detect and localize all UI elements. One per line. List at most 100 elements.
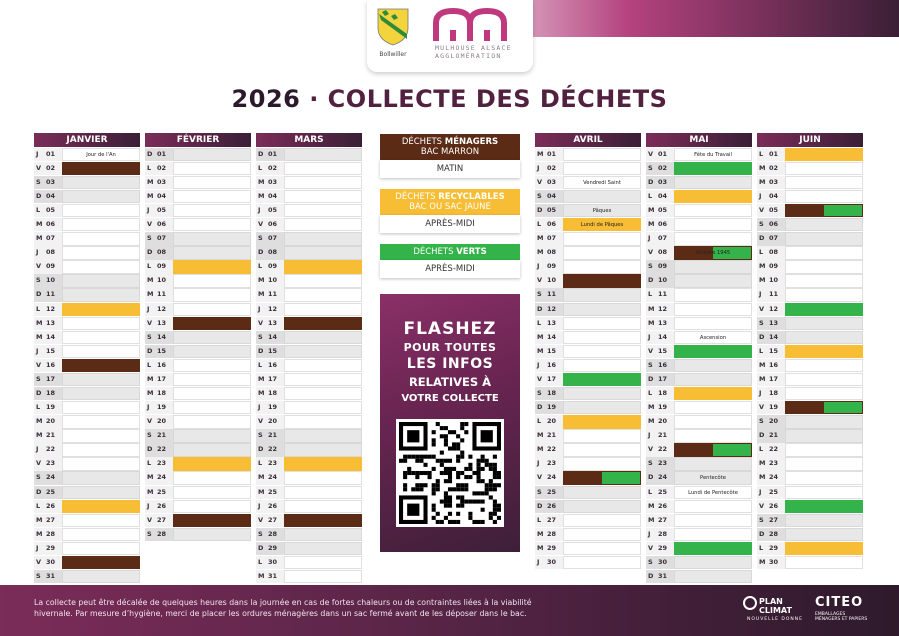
day-cell [785, 386, 863, 401]
day-number: 13 [547, 316, 563, 331]
day-row: L 06 Lundi de Pâques [535, 218, 641, 232]
day-cell [674, 274, 752, 288]
day-row: V 06 [256, 218, 362, 232]
day-letter: S [535, 288, 547, 302]
day-letter: L [256, 358, 268, 373]
day-number: 22 [547, 443, 563, 457]
day-row: J 16 [535, 358, 641, 373]
day-row: M 07 [535, 232, 641, 246]
day-cell [284, 203, 362, 218]
day-number: 19 [157, 401, 173, 415]
day-row: V 27 [256, 513, 362, 528]
qr-code[interactable] [396, 419, 504, 527]
day-number: 27 [46, 513, 62, 528]
legend-verts-prefix: DÉCHETS [413, 247, 457, 257]
page-title: 2026 · COLLECTE DES DÉCHETS [0, 85, 899, 113]
day-letter: M [145, 288, 157, 302]
day-letter: L [145, 260, 157, 274]
day-cell [284, 246, 362, 260]
day-row: M 23 [757, 457, 863, 471]
day-number: 07 [46, 232, 62, 246]
day-cell [563, 161, 641, 176]
day-number: 21 [46, 429, 62, 443]
day-letter: L [256, 555, 268, 570]
day-cell [284, 541, 362, 556]
day-letter: M [34, 330, 46, 345]
day-letter: S [145, 330, 157, 345]
day-number: 15 [157, 344, 173, 359]
day-number: 13 [268, 316, 284, 331]
day-letter: S [535, 485, 547, 499]
day-letter: J [757, 485, 769, 499]
day-row: V 12 [757, 302, 863, 316]
day-row: L 16 [256, 358, 362, 373]
day-number: 16 [157, 358, 173, 373]
day-letter: V [757, 302, 769, 316]
day-cell [173, 401, 251, 415]
day-number: 02 [157, 161, 173, 176]
day-cell [62, 232, 140, 246]
day-row: S 16 [646, 358, 752, 373]
day-letter: J [757, 386, 769, 401]
day-number: 21 [547, 429, 563, 443]
plan-line1: PLAN [759, 597, 783, 606]
day-letter: S [256, 232, 268, 246]
day-letter: M [757, 555, 769, 570]
day-number: 23 [658, 457, 674, 471]
day-letter: V [535, 274, 547, 288]
day-letter: D [646, 274, 658, 288]
holiday-label: Vendredi Saint [583, 179, 621, 186]
day-row: M 28 [535, 527, 641, 542]
day-cell [284, 569, 362, 584]
day-number: 10 [769, 274, 785, 288]
day-row: J 26 [256, 499, 362, 514]
legend-recyclables-prefix: DÉCHETS [395, 192, 439, 202]
day-cell [173, 161, 251, 176]
day-row: S 31 [34, 569, 140, 584]
day-letter: M [535, 232, 547, 246]
day-row: S 06 [757, 218, 863, 232]
day-letter: M [757, 175, 769, 190]
day-cell [62, 457, 140, 471]
day-letter: V [145, 415, 157, 429]
day-letter: L [34, 203, 46, 218]
day-number: 20 [157, 415, 173, 429]
day-row: S 20 [757, 415, 863, 429]
legend-verts: DÉCHETS VERTS APRÈS-MIDI [380, 244, 520, 278]
day-number: 12 [268, 302, 284, 316]
day-letter: J [145, 401, 157, 415]
day-row: D 04 [34, 189, 140, 204]
day-number: 22 [157, 443, 173, 457]
day-letter: J [646, 330, 658, 345]
day-row: M 14 [535, 330, 641, 345]
day-number: 31 [46, 569, 62, 584]
day-cell [674, 316, 752, 331]
day-row: D 05 Pâques [535, 203, 641, 218]
day-cell [173, 246, 251, 260]
day-number: 10 [547, 274, 563, 288]
day-number: 17 [769, 372, 785, 387]
day-cell [674, 457, 752, 471]
day-number: 18 [268, 386, 284, 401]
plan-line2: CLIMAT [759, 606, 792, 615]
day-row: M 19 [646, 401, 752, 415]
legend-recyclables-time: APRÈS-MIDI [380, 215, 520, 233]
day-number: 28 [46, 527, 62, 542]
day-number: 02 [658, 161, 674, 176]
day-letter: M [757, 457, 769, 471]
day-number: 17 [268, 372, 284, 387]
day-row: J 05 [256, 203, 362, 218]
day-number: 17 [46, 372, 62, 387]
holiday-label: Jour de l'An [86, 151, 116, 158]
flash-line3: LES INFOS [406, 356, 494, 372]
day-letter: M [34, 316, 46, 331]
collection-yellow [785, 147, 863, 162]
day-row: D 22 [256, 443, 362, 457]
day-cell [173, 274, 251, 288]
day-cell [563, 443, 641, 457]
day-letter: J [145, 499, 157, 514]
day-letter: L [757, 246, 769, 260]
day-row: M 28 [34, 527, 140, 542]
month-header: MARS [256, 133, 362, 147]
day-row: L 25 Lundi de Pentecôte [646, 485, 752, 499]
